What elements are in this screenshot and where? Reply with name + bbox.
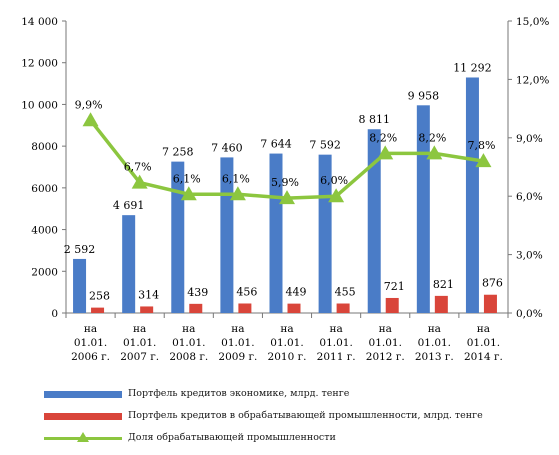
data-label-loans-manufacturing: 258 <box>89 290 110 303</box>
data-label-loans-manufacturing: 439 <box>187 286 208 299</box>
data-label-loans-manufacturing: 449 <box>286 286 307 299</box>
x-tick-label: на <box>477 323 490 335</box>
legend-triangle-marker-icon <box>77 432 89 442</box>
data-label-loans-manufacturing: 456 <box>236 285 257 298</box>
data-label-manufacturing-share: 5,9% <box>271 176 299 189</box>
x-tick-label: 01.01. <box>418 337 451 349</box>
x-tick-label: 2008 г. <box>169 351 208 363</box>
x-tick-label: 2007 г. <box>120 351 159 363</box>
combo-chart: 0 2000 4000 6000 8000 10 000 12 000 14 000 0,0% 3… <box>0 0 559 384</box>
y-right-tick-label: 9,0% <box>516 133 543 145</box>
x-tick-label: 2013 г. <box>415 351 454 363</box>
y-left-tick-label: 10 000 <box>21 99 58 111</box>
x-tick-label: на <box>84 323 97 335</box>
x-tick-label: на <box>231 323 244 335</box>
bar-loans-manufacturing <box>189 304 202 313</box>
legend-label: Портфель кредитов в обрабатывающей промы… <box>128 410 483 421</box>
bar-loans-manufacturing <box>91 308 104 313</box>
y-left-tick-label: 0 <box>51 308 58 320</box>
y-right-tick-label: 12,0% <box>516 74 549 86</box>
x-tick-label: на <box>280 323 293 335</box>
x-tick-label: 2006 г. <box>71 351 110 363</box>
bar-loans-economy <box>466 77 479 313</box>
data-label-loans-economy: 4 691 <box>113 199 145 212</box>
y-right-tick-label: 0,0% <box>516 308 543 320</box>
bar-loans-manufacturing <box>484 295 497 313</box>
x-tick-label: 01.01. <box>172 337 205 349</box>
x-tick-label: 01.01. <box>221 337 254 349</box>
legend-label: Портфель кредитов экономике, млрд. тенге <box>128 388 349 399</box>
legend-swatch-red <box>44 413 122 420</box>
y-left-tick-label: 4000 <box>31 225 58 237</box>
data-label-loans-manufacturing: 876 <box>482 277 503 290</box>
bar-loans-manufacturing <box>386 298 399 313</box>
x-tick-label: на <box>379 323 392 335</box>
data-label-loans-economy: 9 958 <box>408 89 440 102</box>
data-label-loans-economy: 7 460 <box>211 141 243 154</box>
x-tick-label: 01.01. <box>319 337 352 349</box>
y-right-tick-label: 15,0% <box>516 16 549 28</box>
legend: Портфель кредитов экономике, млрд. тенге… <box>44 384 554 450</box>
data-label-loans-manufacturing: 721 <box>384 280 405 293</box>
x-tick-label: на <box>428 323 441 335</box>
x-tick-label: 01.01. <box>74 337 107 349</box>
bar-loans-manufacturing <box>337 304 350 313</box>
data-label-manufacturing-share: 6,1% <box>222 172 250 185</box>
legend-label: Доля обрабатывающей промышленности <box>128 432 336 443</box>
legend-item-manufacturing-share: Доля обрабатывающей промышленности <box>44 428 554 450</box>
data-label-loans-economy: 11 292 <box>453 61 492 74</box>
y-right-tick-label: 3,0% <box>516 250 543 262</box>
x-tick-label: 2012 г. <box>366 351 405 363</box>
x-tick-label: 2009 г. <box>218 351 257 363</box>
bar-loans-economy <box>122 215 135 313</box>
x-tick-label: 01.01. <box>270 337 303 349</box>
data-label-loans-economy: 2 592 <box>64 243 96 256</box>
data-label-loans-manufacturing: 821 <box>433 278 454 291</box>
data-label-loans-economy: 7 592 <box>309 139 341 152</box>
bar-loans-manufacturing <box>238 303 251 313</box>
share-line <box>83 112 492 204</box>
data-label-manufacturing-share: 6,0% <box>320 174 348 187</box>
bar-loans-manufacturing <box>288 304 301 313</box>
data-label-loans-economy: 7 644 <box>260 138 292 151</box>
data-label-loans-economy: 8 811 <box>358 113 390 126</box>
data-label-loans-manufacturing: 455 <box>335 286 356 299</box>
data-label-manufacturing-share: 8,2% <box>418 131 446 144</box>
x-tick-label: на <box>133 323 146 335</box>
x-tick-label: на <box>329 323 342 335</box>
data-label-manufacturing-share: 7,8% <box>467 139 495 152</box>
x-tick-label: 2010 г. <box>268 351 307 363</box>
x-tick-label: 01.01. <box>467 337 500 349</box>
bar-loans-economy <box>73 259 86 313</box>
x-tick-label: на <box>182 323 195 335</box>
x-tick-label: 01.01. <box>369 337 402 349</box>
y-left-tick-label: 8000 <box>31 141 58 153</box>
data-label-manufacturing-share: 6,7% <box>124 161 152 174</box>
y-left-tick-label: 12 000 <box>21 58 58 70</box>
legend-swatch-blue <box>44 391 122 398</box>
legend-item-loans-economy: Портфель кредитов экономике, млрд. тенге <box>44 384 554 406</box>
y-left-tick-label: 14 000 <box>21 16 58 28</box>
legend-item-loans-manufacturing: Портфель кредитов в обрабатывающей промы… <box>44 406 554 428</box>
y-left-tick-label: 6000 <box>31 183 58 195</box>
bar-loans-manufacturing <box>435 296 448 313</box>
x-tick-label: 2014 г. <box>464 351 503 363</box>
data-label-manufacturing-share: 6,1% <box>173 172 201 185</box>
data-label-loans-manufacturing: 314 <box>138 288 159 301</box>
y-left-tick-label: 2000 <box>31 266 58 278</box>
x-tick-label: 01.01. <box>123 337 156 349</box>
data-label-loans-economy: 7 258 <box>162 146 194 159</box>
data-label-manufacturing-share: 8,2% <box>369 131 397 144</box>
bar-loans-manufacturing <box>140 306 153 313</box>
data-label-manufacturing-share: 9,9% <box>75 98 103 111</box>
y-right-tick-label: 6,0% <box>516 191 543 203</box>
x-tick-label: 2011 г. <box>317 351 356 363</box>
triangle-marker <box>83 112 99 126</box>
